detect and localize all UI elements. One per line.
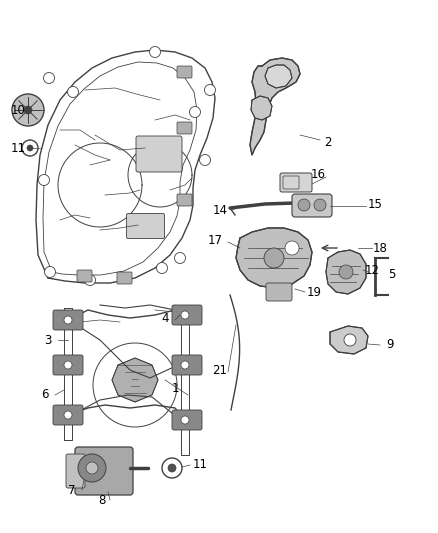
Circle shape (181, 311, 189, 319)
Text: 14: 14 (212, 204, 227, 216)
Circle shape (181, 416, 189, 424)
Text: 8: 8 (98, 494, 106, 506)
Circle shape (298, 199, 310, 211)
FancyBboxPatch shape (53, 310, 83, 330)
Text: 19: 19 (307, 287, 321, 300)
Circle shape (199, 155, 211, 166)
FancyBboxPatch shape (172, 305, 202, 325)
Text: 1: 1 (171, 382, 179, 394)
Polygon shape (251, 96, 272, 120)
Circle shape (43, 72, 54, 84)
Text: 16: 16 (311, 168, 325, 182)
Circle shape (285, 241, 299, 255)
Circle shape (344, 334, 356, 346)
Circle shape (67, 86, 78, 98)
Circle shape (339, 265, 353, 279)
Text: 17: 17 (208, 233, 223, 246)
Circle shape (85, 274, 95, 286)
FancyBboxPatch shape (75, 447, 133, 495)
FancyBboxPatch shape (53, 405, 83, 425)
Text: 10: 10 (11, 103, 25, 117)
Circle shape (190, 107, 201, 117)
Text: 5: 5 (389, 269, 396, 281)
Polygon shape (330, 326, 368, 354)
Text: 11: 11 (11, 141, 25, 155)
Circle shape (149, 46, 160, 58)
Circle shape (64, 411, 72, 419)
FancyBboxPatch shape (53, 355, 83, 375)
FancyBboxPatch shape (280, 173, 312, 192)
Polygon shape (326, 250, 366, 294)
FancyBboxPatch shape (66, 454, 85, 488)
Polygon shape (250, 58, 300, 155)
Circle shape (205, 85, 215, 95)
Polygon shape (112, 358, 158, 402)
Circle shape (156, 262, 167, 273)
Text: 2: 2 (324, 135, 332, 149)
FancyBboxPatch shape (172, 355, 202, 375)
Circle shape (168, 464, 176, 472)
Text: 11: 11 (192, 458, 208, 472)
Text: 6: 6 (41, 389, 49, 401)
Circle shape (64, 316, 72, 324)
Circle shape (39, 174, 49, 185)
Circle shape (27, 145, 33, 151)
Circle shape (86, 462, 98, 474)
Polygon shape (236, 228, 312, 288)
FancyBboxPatch shape (77, 270, 92, 282)
FancyBboxPatch shape (136, 136, 182, 172)
FancyBboxPatch shape (127, 214, 165, 238)
FancyBboxPatch shape (117, 272, 132, 284)
FancyBboxPatch shape (292, 194, 332, 217)
FancyBboxPatch shape (172, 410, 202, 430)
Text: 7: 7 (68, 483, 76, 497)
Polygon shape (265, 65, 292, 88)
Circle shape (174, 253, 186, 263)
FancyBboxPatch shape (266, 283, 292, 301)
FancyBboxPatch shape (177, 66, 192, 78)
FancyBboxPatch shape (177, 194, 192, 206)
Text: 3: 3 (44, 334, 52, 346)
Text: 21: 21 (212, 364, 227, 376)
Text: 18: 18 (373, 241, 388, 254)
Circle shape (78, 454, 106, 482)
Text: 9: 9 (386, 338, 394, 351)
Text: 4: 4 (161, 311, 169, 325)
Circle shape (181, 361, 189, 369)
Text: 12: 12 (364, 263, 379, 277)
Circle shape (12, 94, 44, 126)
Circle shape (264, 248, 284, 268)
Text: 15: 15 (367, 198, 382, 212)
Circle shape (314, 199, 326, 211)
Circle shape (64, 361, 72, 369)
FancyBboxPatch shape (177, 122, 192, 134)
Circle shape (45, 266, 56, 278)
Circle shape (24, 106, 32, 114)
